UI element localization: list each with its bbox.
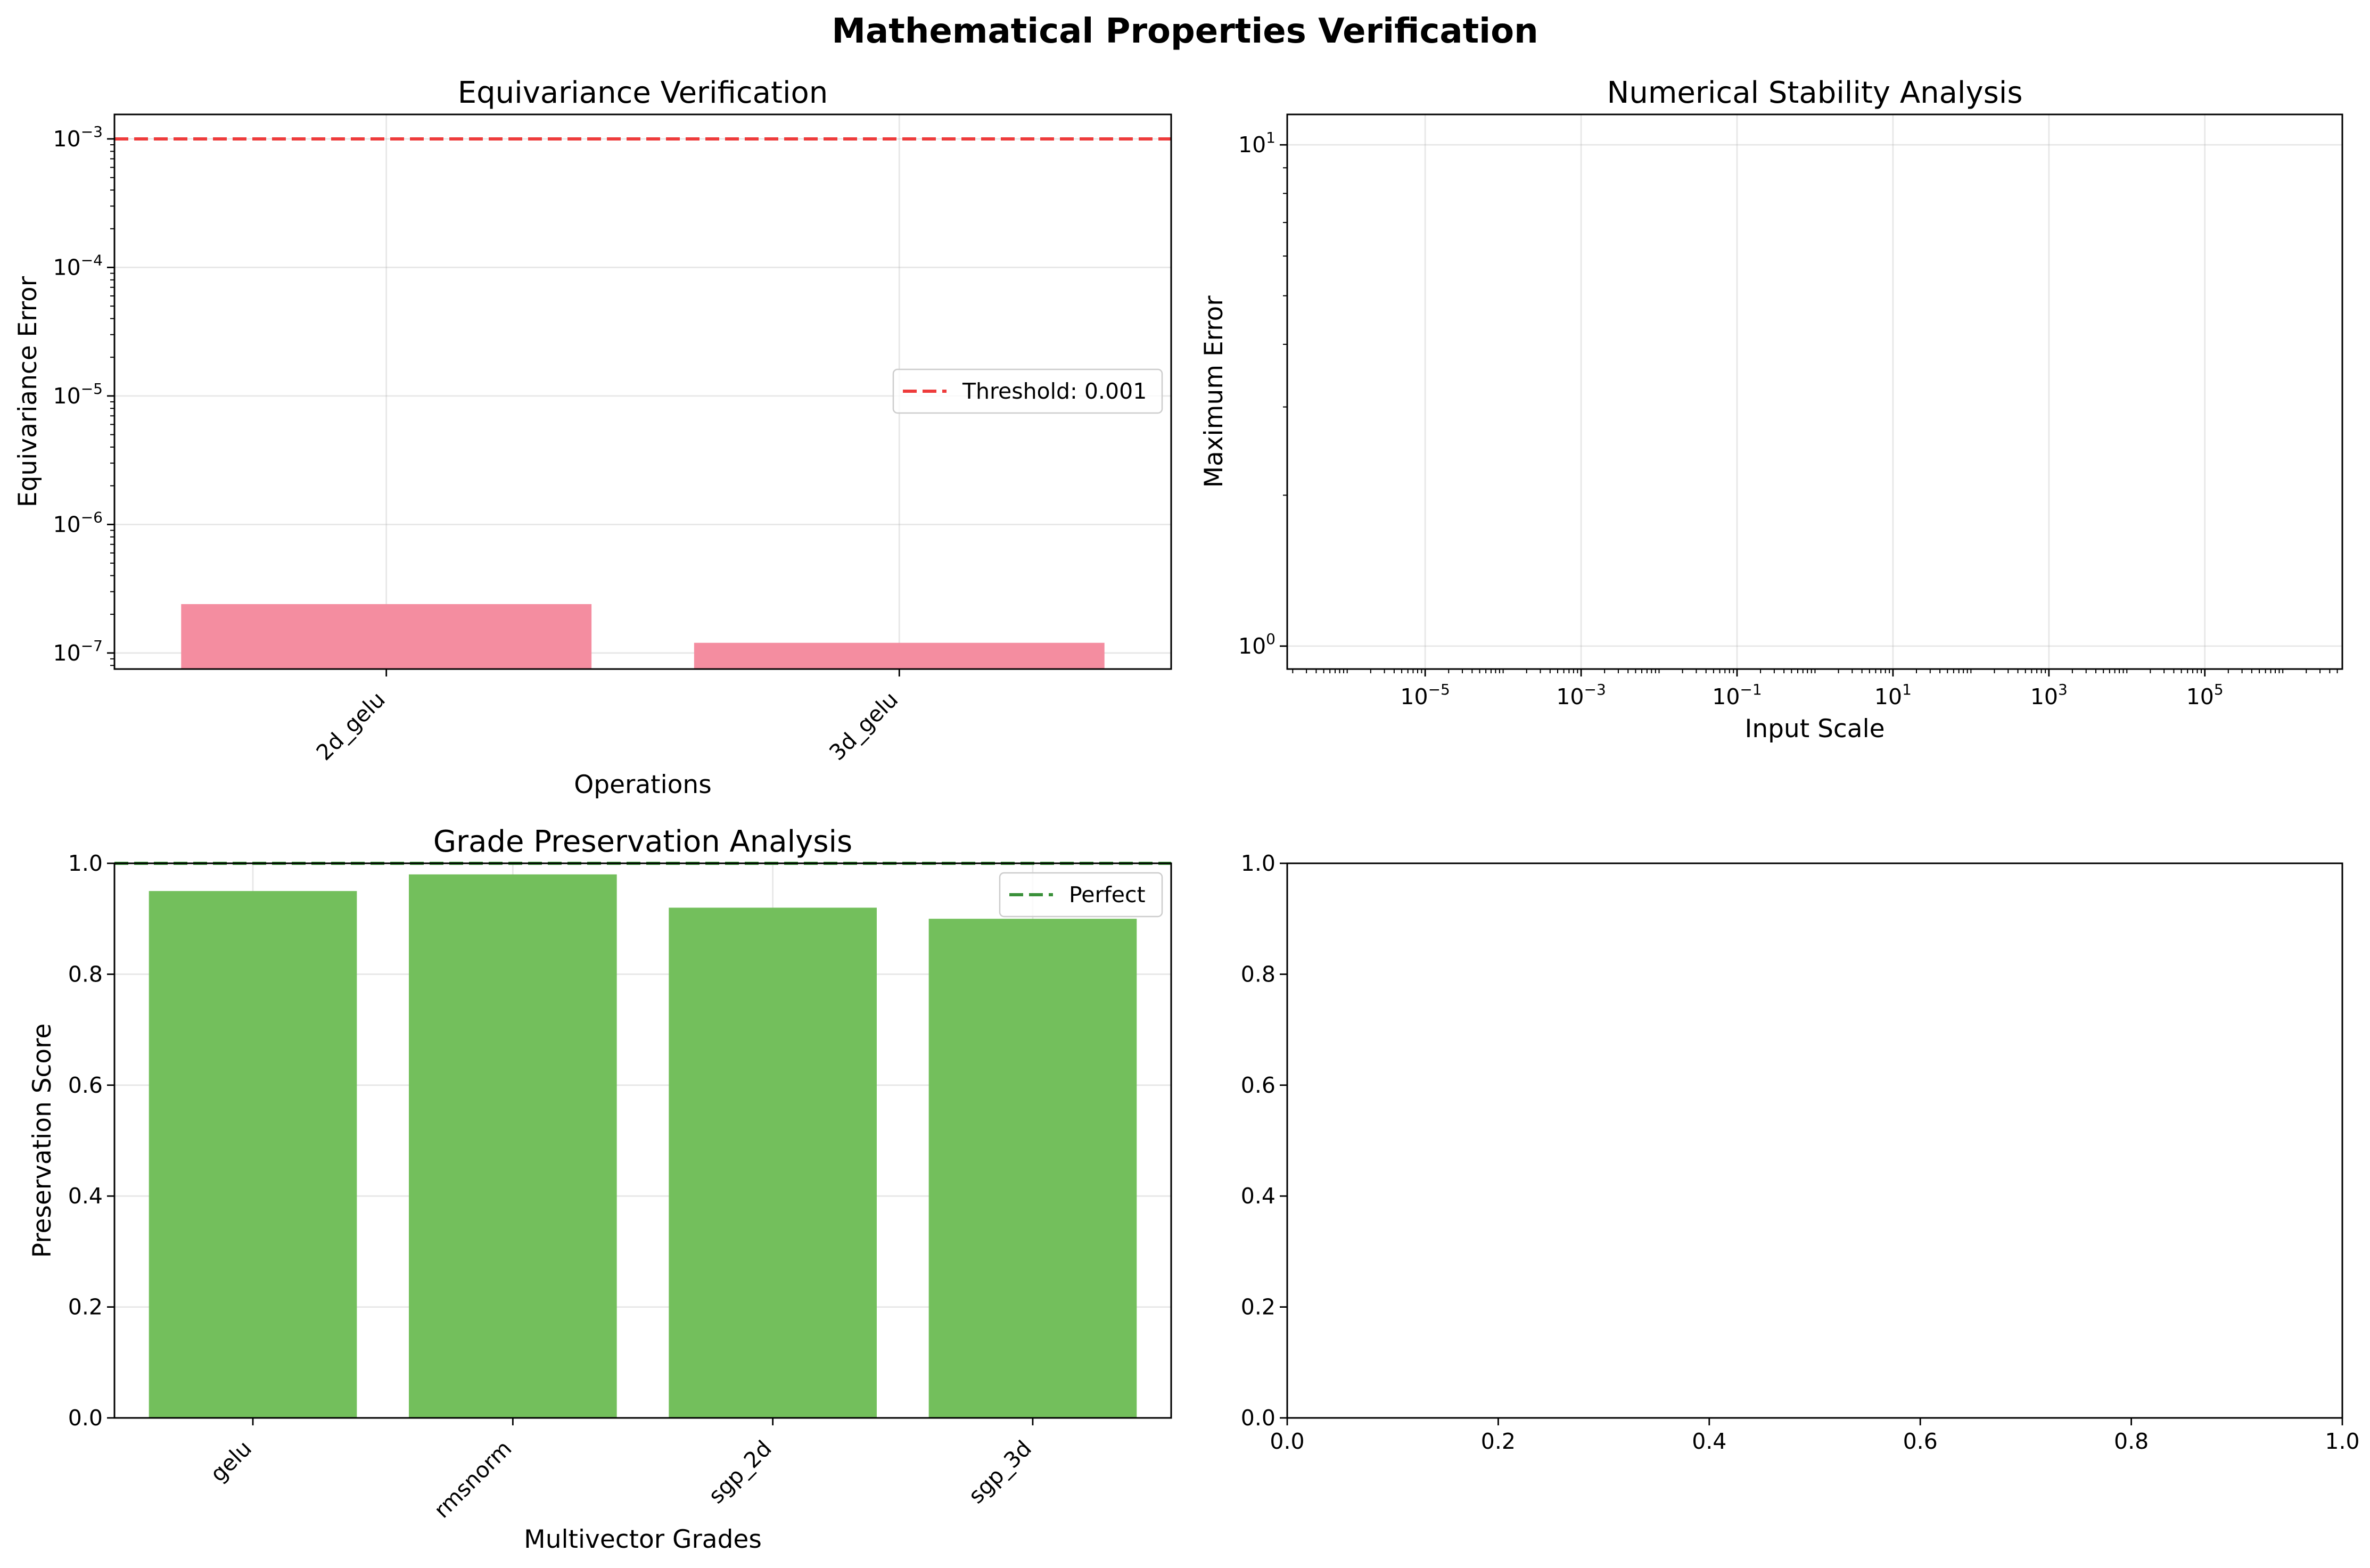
y-tick-label: 100 [1238, 630, 1275, 659]
x-tick-label: 0.4 [1692, 1429, 1726, 1454]
y-tick-label: 1.0 [68, 851, 103, 876]
x-axis-label: Multivector Grades [524, 1525, 762, 1554]
y-tick-label: 0.2 [1241, 1294, 1275, 1320]
equivariance-panel: 10−710−610−510−410−32d_gelu 3d_geluEquiva… [13, 76, 1172, 799]
y-tick-label: 1.0 [1241, 851, 1275, 876]
y-tick-label: 10−5 [53, 380, 103, 409]
bar-sgp_2d [669, 907, 877, 1418]
x-tick-label: 1.0 [2325, 1429, 2359, 1454]
x-tick-label: 10−5 [1400, 681, 1450, 709]
legend-threshold-label: Threshold: 0.001 [962, 378, 1147, 404]
x-tick-label: 10−1 [1712, 681, 1762, 709]
x-tick-label: 105 [2186, 681, 2224, 709]
y-axis-label: Maximum Error [1199, 295, 1229, 488]
y-tick-label: 0.6 [1241, 1072, 1275, 1098]
x-tick-label: 0.2 [1481, 1429, 1516, 1454]
axes-frame [1286, 862, 2343, 1419]
figure-title: Mathematical Properties Verification [832, 12, 1538, 51]
y-tick-label: 0.6 [68, 1072, 103, 1098]
stability-panel: 10−5 10−3 10−1 101 103 105 100 101 Numerical Sta… [1199, 76, 2343, 744]
y-tick-label: 0.0 [68, 1405, 103, 1431]
y-tick-label: 0.8 [1241, 961, 1275, 987]
axes-frame [113, 862, 1172, 1419]
panel-title: Numerical Stability Analysis [1607, 76, 2022, 110]
empty-panel: 0.0 0.2 0.4 0.6 0.8 1.0 0.0 0.2 0.4 0.6 0.8 1.0 [1241, 851, 2360, 1454]
legend-box [892, 368, 1163, 414]
y-tick-label: 0.0 [1241, 1405, 1275, 1431]
bar-rmsnorm [409, 874, 617, 1418]
bar-3d_gelu [694, 642, 1105, 669]
legend-box [999, 872, 1163, 918]
y-tick-label: 10−4 [53, 251, 103, 280]
y-tick-label: 10−3 [53, 123, 103, 152]
axes-frame [113, 113, 1172, 670]
x-axis-label: Operations [574, 770, 711, 799]
x-axis-label: Input Scale [1744, 714, 1885, 744]
y-tick-label: 0.4 [1241, 1183, 1275, 1209]
x-tick-label: 10−3 [1556, 681, 1606, 709]
panel-title: Grade Preservation Analysis [433, 824, 852, 859]
legend-perfect-label: Perfect [1069, 882, 1146, 907]
x-tick-label: 0.8 [2114, 1429, 2149, 1454]
x-tick-label: 101 [1874, 681, 1912, 709]
y-tick-label: 0.8 [68, 961, 103, 987]
bar-2d_gelu [181, 604, 592, 669]
bar-sgp_3d [928, 919, 1137, 1418]
x-tick-label: 0.0 [1270, 1429, 1304, 1454]
y-tick-label: 101 [1238, 129, 1275, 158]
panel-title: Equivariance Verification [458, 76, 828, 110]
bar-gelu [149, 891, 357, 1418]
y-tick-label: 10−7 [53, 637, 103, 666]
y-tick-label: 0.4 [68, 1183, 103, 1209]
y-tick-label: 0.2 [68, 1294, 103, 1320]
y-axis-label: Equivariance Error [13, 276, 43, 507]
y-tick-label: 10−6 [53, 508, 103, 537]
y-axis-label: Preservation Score [28, 1024, 57, 1258]
x-tick-label: 0.6 [1903, 1429, 1938, 1454]
x-tick-label: 103 [2030, 681, 2068, 709]
